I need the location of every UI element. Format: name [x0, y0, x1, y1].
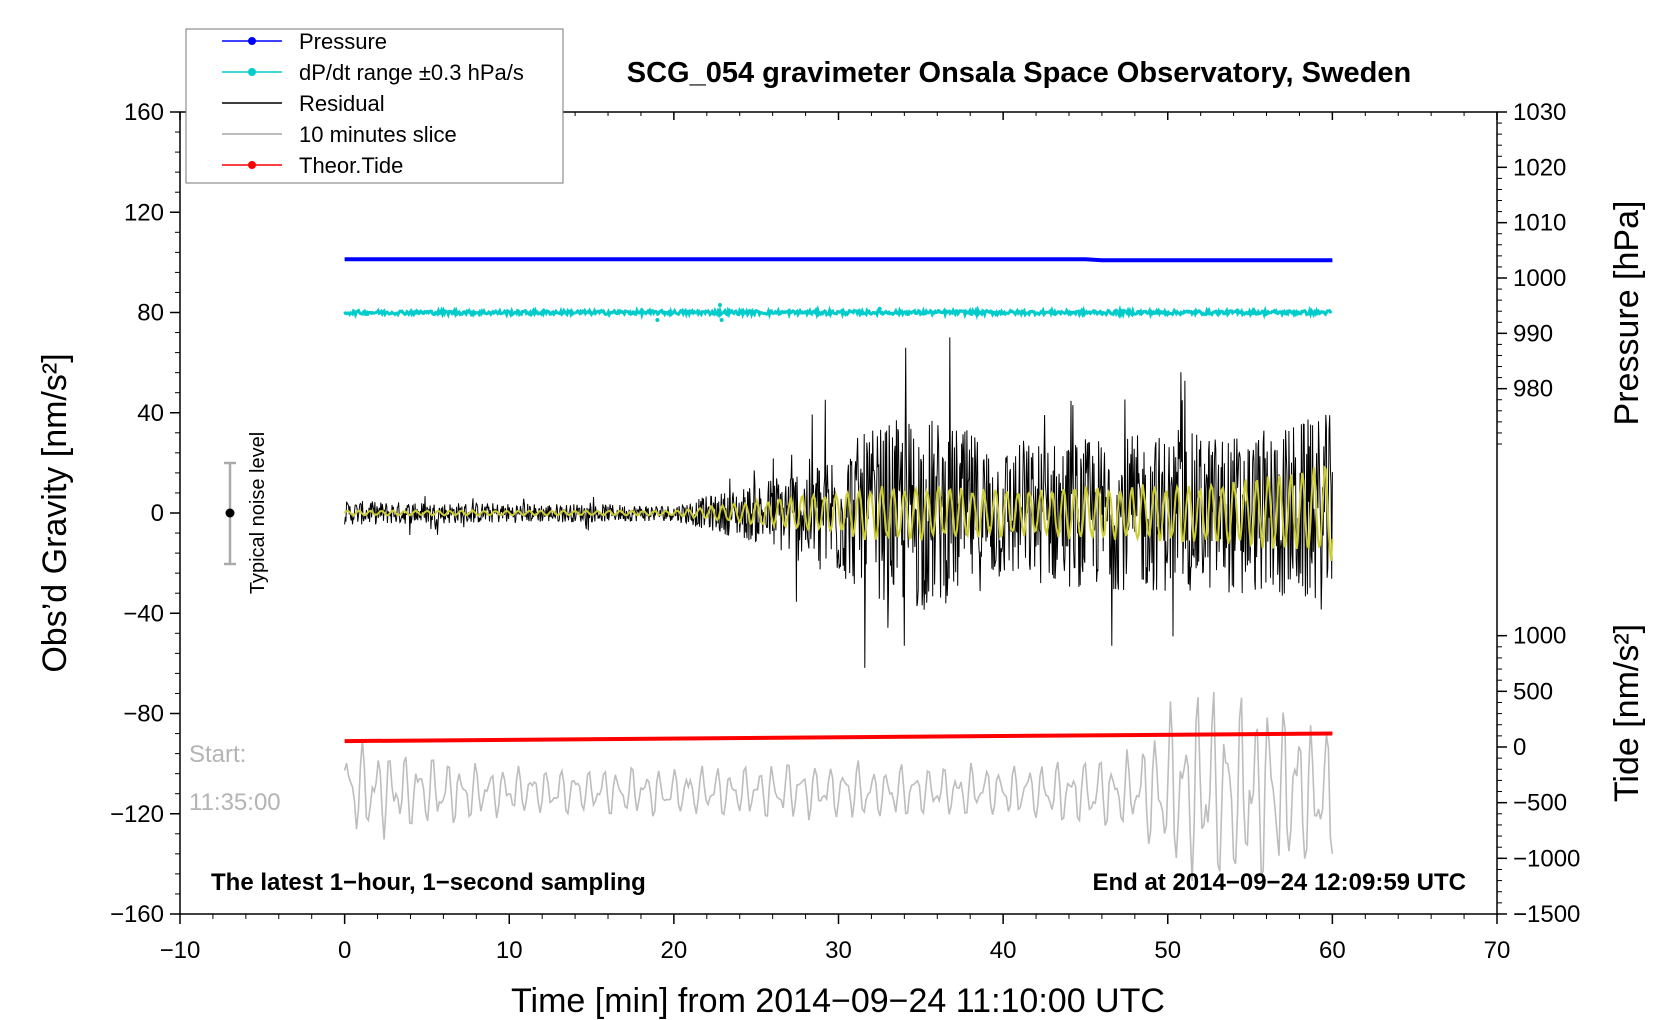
dpdt-series-line [343, 304, 1333, 321]
legend-label: Theor.Tide [299, 153, 403, 178]
tide-tick-label: 500 [1513, 678, 1553, 705]
legend-label: Pressure [299, 29, 387, 54]
y-tick-label: 0 [151, 500, 164, 527]
pressure-series-line [344, 257, 1333, 263]
x-tick-label: 20 [661, 937, 688, 964]
noise-level-label: Typical noise level [247, 432, 269, 594]
x-tick-label: 70 [1484, 937, 1511, 964]
x-tick-label: −10 [160, 937, 201, 964]
tide-series-line [344, 731, 1333, 744]
legend-box [185, 28, 564, 184]
y-tick-label: 40 [137, 400, 164, 427]
legend-label: dP/dt range ±0.3 hPa/s [299, 60, 524, 85]
pressure-tick-label: 1000 [1513, 265, 1566, 292]
x-tick-label: 10 [496, 937, 523, 964]
left-axis-title: Obs’d Gravity [nm/s²] [36, 353, 74, 672]
dpdt-outlier-point [877, 306, 882, 311]
sampling-note: The latest 1−hour, 1−second sampling [211, 869, 646, 896]
x-tick-label: 40 [990, 937, 1017, 964]
tide-tick-label: 0 [1513, 734, 1526, 761]
legend: Pressure dP/dt range ±0.3 hPa/s Residual 10… [185, 28, 564, 184]
y-tick-label: 80 [137, 300, 164, 327]
y-tick-label: −120 [110, 801, 164, 828]
legend-swatch-dot [248, 68, 256, 76]
left-axis-ticks: −160 −120 −80 −40 0 40 80 120 160 [110, 99, 180, 928]
tide-tick-label: −1000 [1513, 845, 1580, 872]
x-tick-label: 60 [1319, 937, 1346, 964]
x-axis-title: Time [min] from 2014−09−24 11:10:00 UTC [511, 982, 1165, 1020]
dpdt-outlier-point [719, 318, 724, 323]
chart-title: SCG_054 gravimeter Onsala Space Observat… [627, 57, 1411, 89]
x-tick-label: 30 [825, 937, 852, 964]
pressure-tick-label: 980 [1513, 376, 1553, 403]
y-tick-label: 160 [124, 99, 164, 126]
dpdt-outlier-point [655, 318, 660, 323]
pressure-axis-title: Pressure [hPa] [1608, 201, 1646, 426]
pressure-tick-label: 990 [1513, 320, 1553, 347]
x-axis-ticks: −10 0 10 20 30 40 50 60 70 [160, 112, 1511, 964]
y-tick-label: −40 [123, 600, 164, 627]
x-tick-label: 0 [338, 937, 351, 964]
start-label: Start: [189, 741, 246, 768]
y-tick-label: 120 [124, 199, 164, 226]
y-tick-label: −80 [123, 701, 164, 728]
residual-series-line [344, 337, 1333, 668]
end-time-note: End at 2014−09−24 12:09:59 UTC [1092, 869, 1466, 896]
legend-swatch-dot [248, 37, 256, 45]
pressure-axis-ticks: 980 990 1000 1010 1020 1030 [1497, 99, 1566, 445]
start-time: 11:35:00 [189, 789, 281, 816]
legend-label: 10 minutes slice [299, 122, 457, 147]
tide-axis-title: Tide [nm/s²] [1608, 624, 1646, 802]
series-layer [343, 257, 1334, 882]
y-tick-label: −160 [110, 901, 164, 928]
tide-tick-label: 1000 [1513, 623, 1566, 650]
pressure-tick-label: 1010 [1513, 210, 1566, 237]
legend-label: Residual [299, 91, 385, 116]
slice-series-line [343, 691, 1334, 882]
legend-swatch-dot [248, 161, 256, 169]
pressure-tick-label: 1030 [1513, 99, 1566, 126]
tide-tick-label: −1500 [1513, 901, 1580, 928]
filtered-series-line [343, 465, 1334, 562]
tide-tick-label: −500 [1513, 790, 1567, 817]
noise-level-indicator: Typical noise level [224, 432, 269, 594]
noise-center-dot [225, 508, 235, 518]
tide-axis-ticks: −1500 −1000 −500 0 500 1000 [1497, 623, 1580, 928]
x-tick-label: 50 [1154, 937, 1181, 964]
pressure-tick-label: 1020 [1513, 154, 1566, 181]
dpdt-outlier-point [717, 302, 722, 307]
